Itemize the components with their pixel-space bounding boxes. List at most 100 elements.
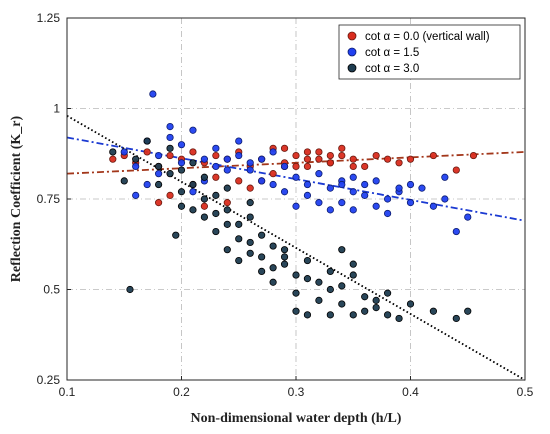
data-point-cot30	[258, 231, 266, 239]
data-point-cot30	[223, 184, 231, 192]
data-point-cot30	[338, 300, 346, 308]
data-point-cot15	[292, 202, 300, 210]
data-point-cot30	[269, 264, 277, 272]
data-point-cot30	[189, 206, 197, 214]
x-tick-label: 0.1	[59, 385, 76, 399]
legend-box	[338, 24, 521, 80]
legend-marker-vertical	[347, 31, 357, 41]
data-point-vertical	[303, 162, 312, 171]
data-point-cot15	[269, 180, 277, 189]
data-point-vertical	[303, 148, 312, 156]
data-point-vertical	[372, 151, 380, 160]
data-point-cot30	[189, 159, 197, 167]
data-point-vertical	[452, 166, 460, 174]
data-point-cot15	[406, 199, 415, 207]
y-tick-label: 0.25	[37, 373, 61, 387]
data-point-vertical	[349, 162, 357, 171]
data-point-vertical	[223, 199, 231, 207]
data-point-vertical	[189, 148, 197, 156]
data-point-vertical	[326, 151, 334, 160]
data-point-cot30	[464, 307, 472, 315]
data-point-vertical	[292, 162, 300, 171]
legend-label-cot30: cot α = 3.0	[365, 63, 419, 75]
data-point-vertical	[166, 151, 174, 160]
data-point-vertical	[395, 159, 403, 167]
data-point-vertical	[315, 148, 323, 156]
data-point-cot30	[406, 300, 415, 308]
data-point-cot30	[177, 188, 186, 196]
data-point-cot15	[280, 162, 289, 171]
data-point-cot15	[212, 144, 220, 152]
data-point-vertical	[315, 155, 323, 163]
axis-ticks: 0.1 0.2 0.3 0.4 0.5 0.25 0.5 0.75 1 1.25	[37, 11, 534, 399]
data-point-cot30	[326, 285, 334, 294]
data-point-cot15	[166, 123, 174, 131]
data-point-vertical	[212, 173, 220, 181]
data-point-cot30	[132, 155, 140, 163]
data-point-cot30	[109, 148, 117, 156]
data-point-cot30	[372, 296, 380, 304]
data-point-cot30	[452, 314, 460, 323]
data-point-cot30	[212, 191, 220, 199]
data-point-cot30	[280, 260, 289, 268]
data-point-cot15	[452, 227, 460, 236]
data-point-cot30	[120, 177, 128, 185]
data-point-cot15	[441, 173, 449, 181]
data-point-cot30	[189, 180, 197, 189]
data-point-cot15	[441, 195, 449, 203]
data-point-cot15	[303, 180, 312, 189]
data-point-cot15	[223, 166, 231, 174]
data-point-cot30	[269, 278, 277, 286]
data-point-vertical	[280, 144, 289, 152]
data-point-cot30	[177, 166, 186, 174]
data-point-cot30	[212, 227, 220, 236]
data-point-cot15	[155, 170, 163, 178]
data-point-vertical	[200, 202, 208, 210]
data-point-cot30	[338, 246, 346, 254]
data-point-cot15	[200, 155, 208, 163]
data-point-vertical	[383, 155, 392, 163]
data-point-cot30	[280, 246, 289, 254]
data-point-cot15	[326, 206, 334, 214]
data-point-cot30	[200, 213, 208, 221]
data-point-cot15	[189, 126, 197, 134]
legend-marker-cot30	[347, 63, 357, 73]
data-point-vertical	[406, 155, 415, 163]
data-points	[109, 90, 478, 323]
data-point-cot30	[177, 202, 186, 210]
data-point-cot15	[155, 151, 163, 160]
x-axis-label: Non-dimensional water depth (h/L)	[191, 411, 402, 426]
data-point-cot30	[292, 289, 300, 297]
legend-label-cot15: cot α = 1.5	[365, 47, 419, 59]
data-point-vertical	[349, 155, 357, 163]
data-point-cot30	[235, 235, 243, 243]
data-point-cot30	[349, 260, 357, 268]
legend-marker-cot15	[347, 47, 357, 57]
data-point-cot30	[269, 242, 277, 250]
data-point-cot15	[303, 191, 312, 199]
data-point-cot30	[235, 256, 243, 265]
data-point-cot30	[429, 307, 437, 315]
data-point-cot15	[246, 159, 254, 167]
data-point-cot30	[200, 195, 208, 203]
data-point-cot30	[258, 267, 266, 275]
x-tick-label: 0.5	[517, 385, 534, 399]
data-point-vertical	[143, 148, 151, 156]
data-point-vertical	[235, 177, 243, 185]
data-point-cot30	[383, 311, 392, 319]
data-point-cot30	[200, 173, 208, 181]
data-point-cot15	[223, 155, 231, 163]
data-point-cot30	[372, 303, 380, 312]
data-point-cot30	[155, 162, 163, 171]
data-point-cot15	[177, 141, 186, 149]
data-point-cot30	[235, 220, 243, 228]
data-point-cot15	[383, 195, 392, 203]
trend-lines	[66, 114, 526, 381]
data-point-cot30	[326, 311, 334, 319]
data-point-cot15	[361, 180, 369, 189]
data-point-cot30	[246, 199, 254, 207]
data-point-cot30	[383, 289, 392, 297]
data-point-cot30	[223, 246, 231, 254]
data-point-cot30	[143, 137, 151, 145]
